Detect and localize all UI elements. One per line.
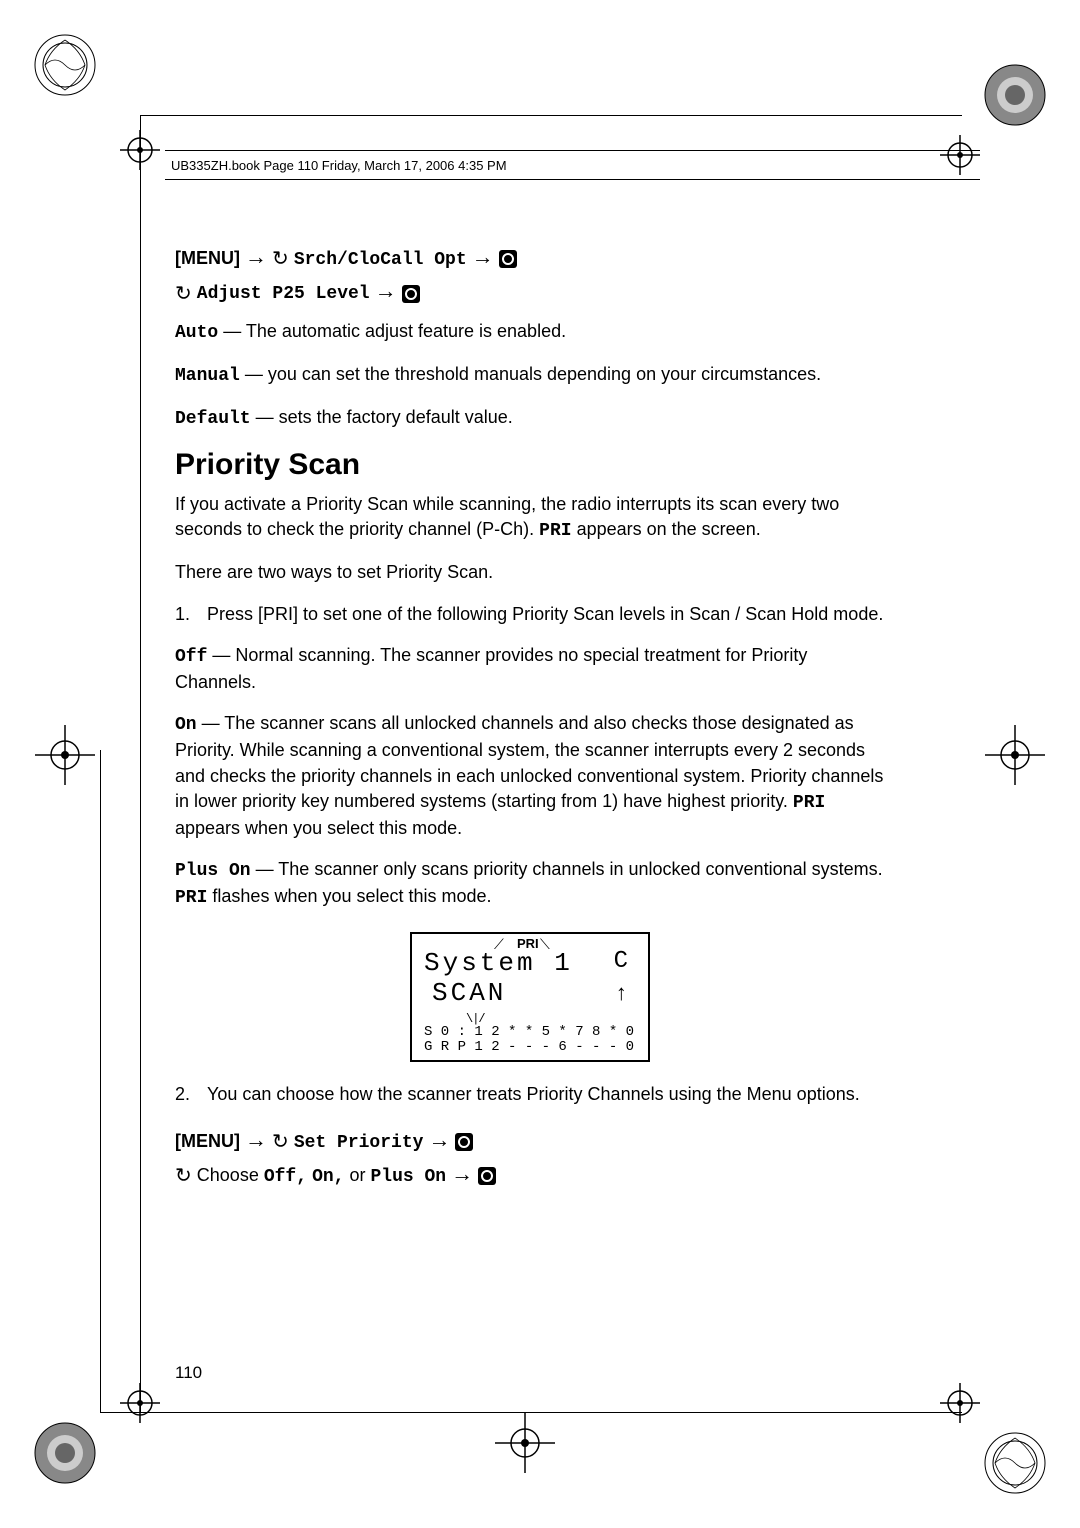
crop-mark-tr — [960, 40, 1060, 140]
crop-line-left2 — [100, 750, 101, 1413]
term: Plus On — [175, 861, 251, 881]
crop-line-left — [140, 115, 141, 1413]
page-header: UB335ZH.book Page 110 Friday, March 17, … — [165, 150, 980, 180]
choice: Off, — [264, 1167, 307, 1187]
def-on: On — The scanner scans all unlocked chan… — [175, 711, 885, 841]
display-row2: SCAN — [432, 978, 506, 1008]
text: appears when you select this mode. — [175, 818, 462, 838]
def-plus-on: Plus On — The scanner only scans priorit… — [175, 857, 885, 911]
mono: PRI — [539, 521, 571, 541]
crop-mark-bl — [20, 1408, 120, 1508]
display-c: C — [614, 948, 628, 975]
menu-path-1: [MENU] → ↻ Srch/CloCall Opt → ↻ Adjust P… — [175, 240, 885, 309]
arrow-icon: → — [245, 244, 267, 269]
rotate-icon: ↻ — [175, 279, 192, 309]
step-2: 2.You can choose how the scanner treats … — [175, 1082, 885, 1107]
text: appears on the screen. — [572, 519, 761, 539]
select-icon — [499, 250, 517, 268]
desc: — The scanner only scans priority channe… — [251, 859, 883, 879]
select-icon — [478, 1167, 496, 1185]
choose-label: Choose — [197, 1165, 264, 1185]
intro-2: There are two ways to set Priority Scan. — [175, 560, 885, 585]
def-auto: Auto — The automatic adjust feature is e… — [175, 319, 885, 346]
display-row4: G R P 1 2 - - - 6 - - - 0 — [424, 1039, 634, 1055]
desc: — The scanner scans all unlocked channel… — [175, 713, 883, 811]
choice: Plus On — [371, 1167, 447, 1187]
arrow-icon: → — [428, 1127, 450, 1152]
reg-mark-bottom — [490, 1408, 560, 1478]
desc: — sets the factory default value. — [251, 407, 513, 427]
text: You can choose how the scanner treats Pr… — [207, 1084, 860, 1104]
page-number: 110 — [175, 1363, 202, 1383]
step-num: 1. — [175, 602, 207, 627]
mono: PRI — [793, 793, 825, 813]
display-row3: S 0 : 1 2 * * 5 * 7 8 * 0 — [424, 1024, 634, 1040]
or-label: or — [349, 1165, 370, 1185]
arrow-icon: → — [375, 278, 397, 303]
rotate-icon: ↻ — [272, 244, 289, 274]
reg-mark-br — [935, 1378, 985, 1428]
def-default: Default — sets the factory default value… — [175, 405, 885, 432]
menu-opt: Srch/CloCall Opt — [294, 250, 467, 270]
display-arrow: ↑ — [615, 982, 628, 1007]
crop-line-top — [140, 115, 962, 116]
rotate-icon: ↻ — [272, 1127, 289, 1157]
crop-line-bottom — [100, 1412, 962, 1413]
arrow-icon: → — [451, 1161, 473, 1186]
arrow-icon: → — [472, 244, 494, 269]
desc: — Normal scanning. The scanner provides … — [175, 645, 807, 692]
term: Auto — [175, 323, 218, 343]
menu-label: [MENU] — [175, 248, 240, 268]
select-icon — [402, 285, 420, 303]
mono: PRI — [175, 888, 207, 908]
intro-1: If you activate a Priority Scan while sc… — [175, 492, 885, 544]
bold: [PRI] — [258, 604, 298, 624]
desc: — you can set the threshold manuals depe… — [240, 364, 821, 384]
step-1: 1.Press [PRI] to set one of the followin… — [175, 602, 885, 627]
term: Manual — [175, 366, 240, 386]
select-icon — [455, 1133, 473, 1151]
menu-opt: Set Priority — [294, 1133, 424, 1153]
display-row1: System 1 — [424, 948, 573, 978]
term: On — [175, 715, 197, 735]
main-content: [MENU] → ↻ Srch/CloCall Opt → ↻ Adjust P… — [175, 240, 885, 1201]
reg-mark-left — [30, 720, 100, 790]
term: Off — [175, 647, 207, 667]
text: flashes when you select this mode. — [207, 886, 491, 906]
choice: On, — [312, 1167, 344, 1187]
menu-opt: Adjust P25 Level — [197, 284, 370, 304]
menu-label: [MENU] — [175, 1131, 240, 1151]
arrow-icon: → — [245, 1127, 267, 1152]
desc: — The automatic adjust feature is enable… — [218, 321, 566, 341]
lcd-display: ⟋ PRI ⟍ System 1 C SCAN ↑ \|/ S 0 : 1 2 … — [410, 932, 650, 1062]
page-header-text: UB335ZH.book Page 110 Friday, March 17, … — [171, 158, 507, 173]
def-off: Off — Normal scanning. The scanner provi… — [175, 643, 885, 695]
crop-mark-tl — [20, 20, 120, 120]
rotate-icon: ↻ — [175, 1161, 192, 1191]
term: Default — [175, 409, 251, 429]
step-num: 2. — [175, 1082, 207, 1107]
section-title: Priority Scan — [175, 448, 885, 482]
text: to set one of the following Priority Sca… — [298, 604, 883, 624]
reg-mark-right — [980, 720, 1050, 790]
text: Press — [207, 604, 258, 624]
menu-path-2: [MENU] → ↻ Set Priority → ↻ Choose Off, … — [175, 1123, 885, 1192]
def-manual: Manual — you can set the threshold manua… — [175, 362, 885, 389]
